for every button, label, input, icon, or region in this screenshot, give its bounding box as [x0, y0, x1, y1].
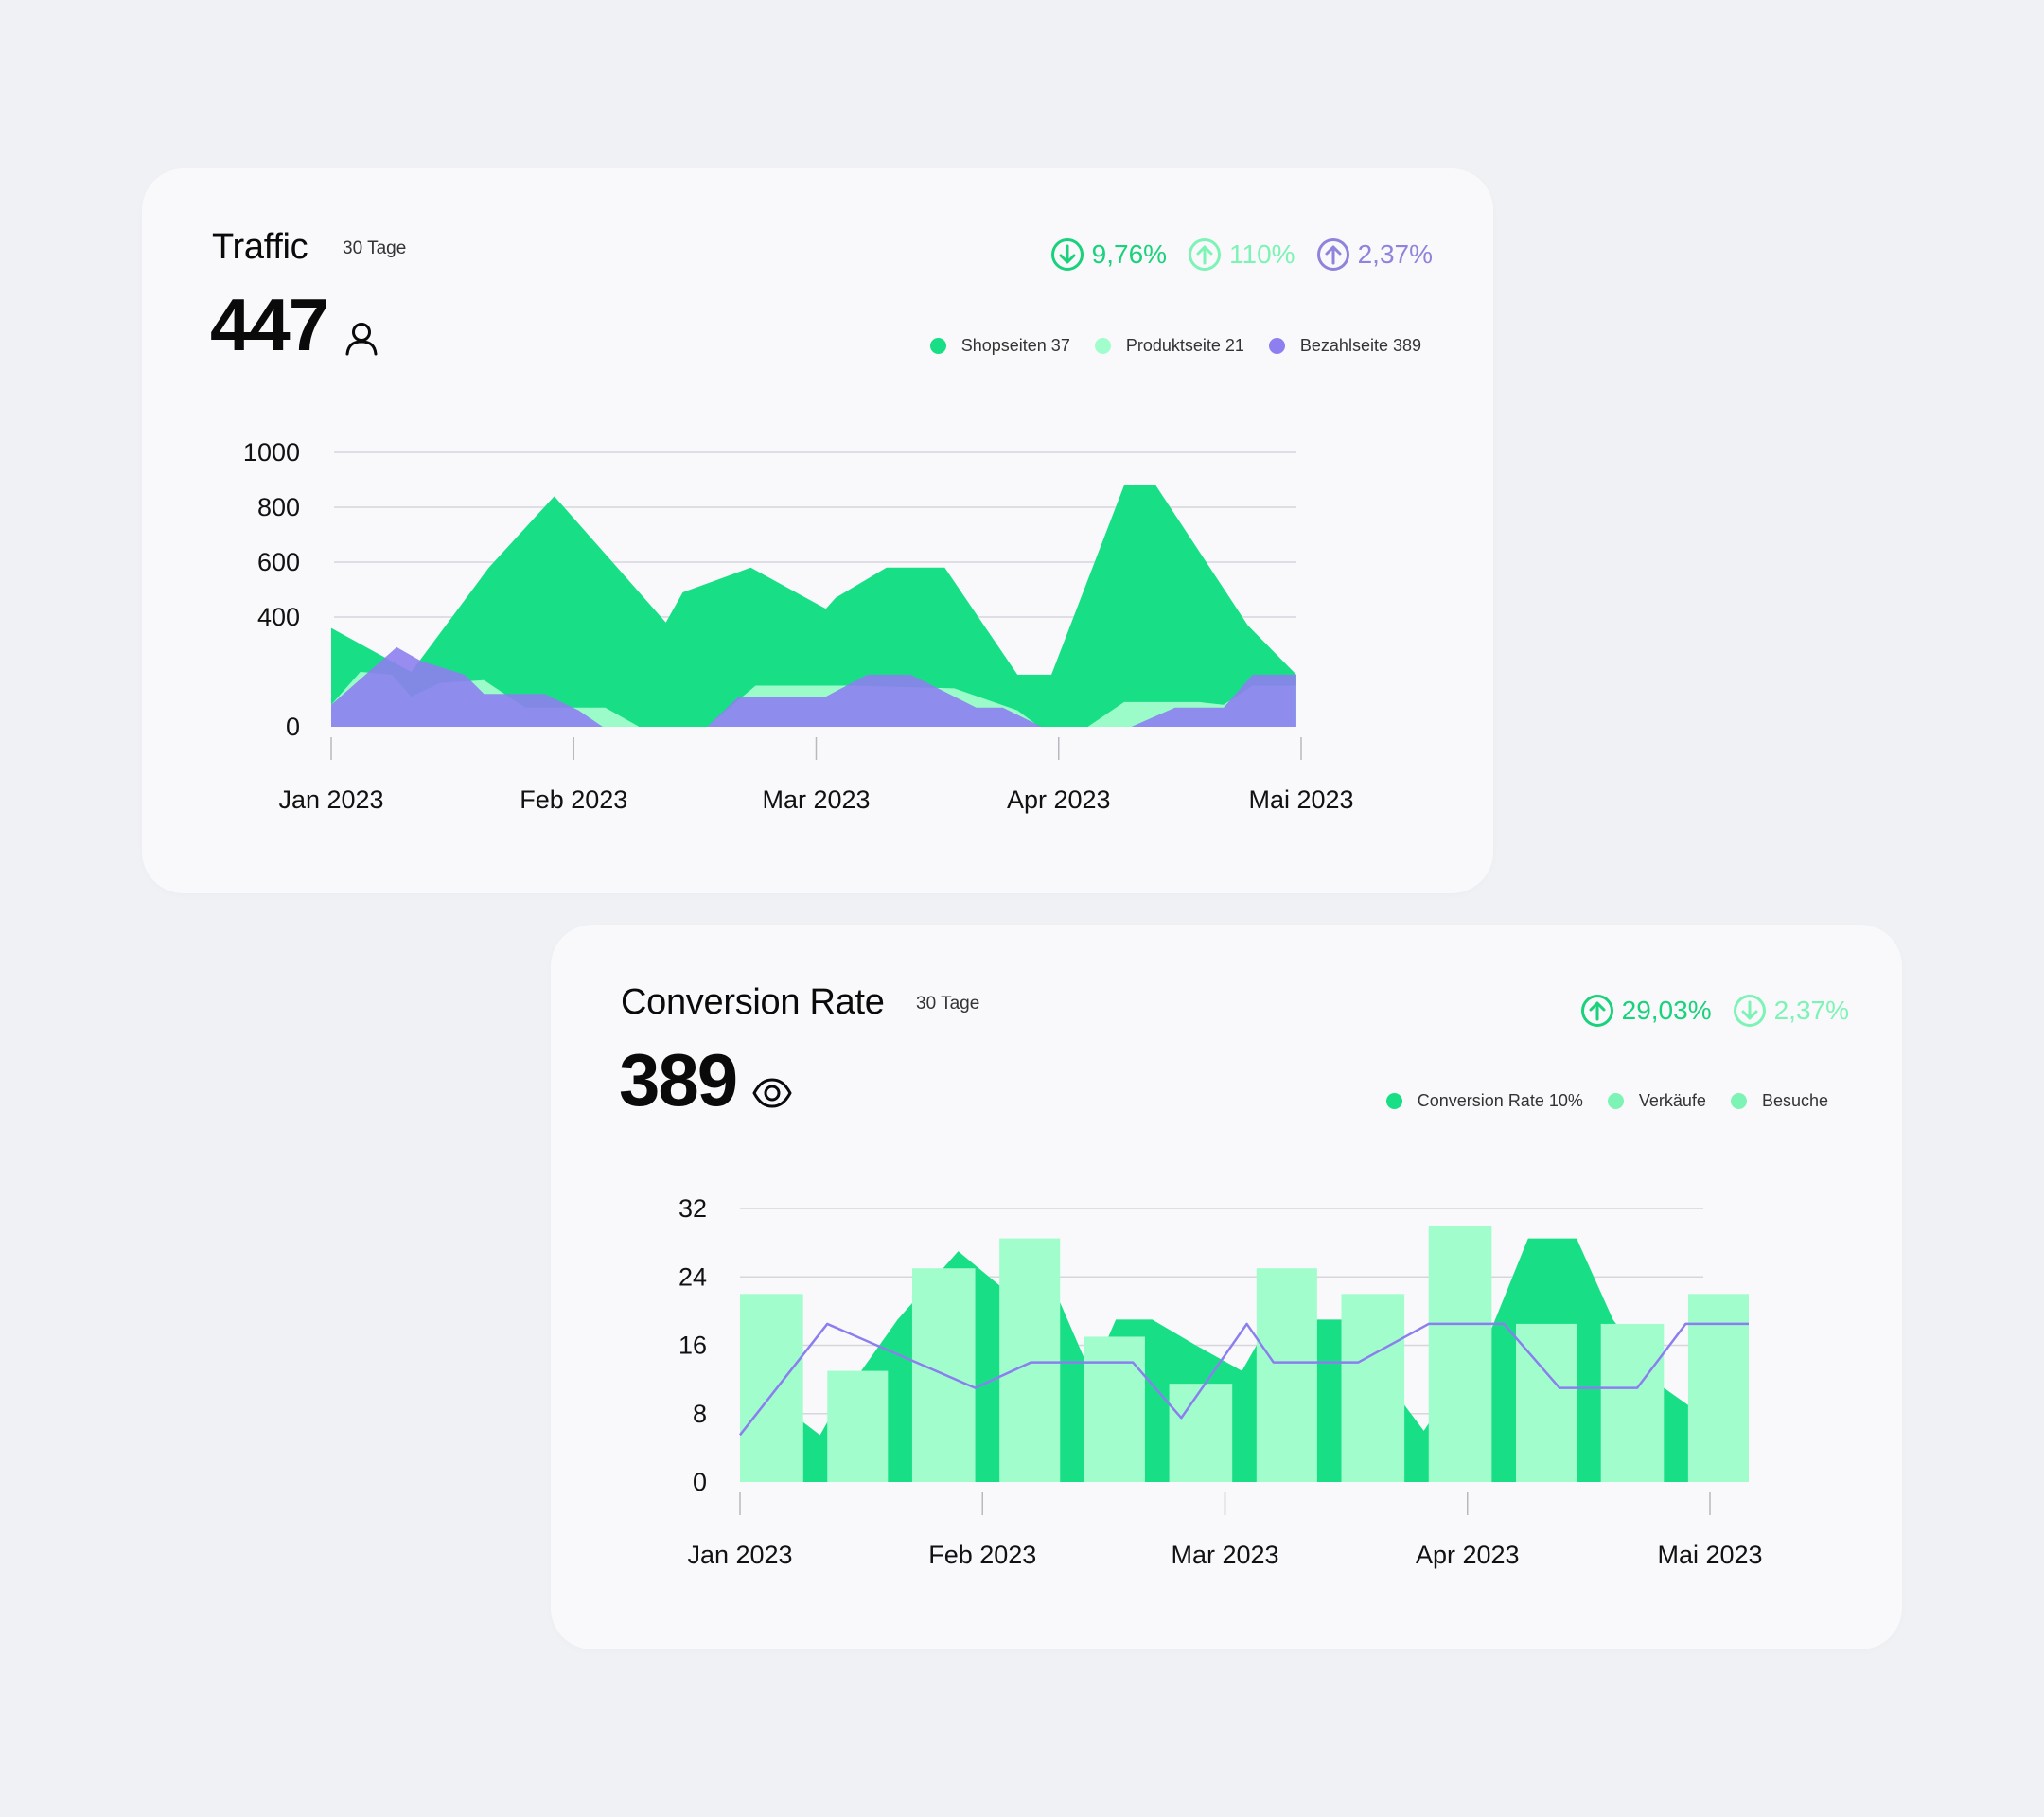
area-series-1 — [331, 485, 1296, 727]
x-tick-label: Mai 2023 — [1657, 1541, 1762, 1569]
traffic-title: Traffic — [212, 227, 308, 267]
x-tick-label: Mar 2023 — [762, 785, 870, 814]
arrow-down-circle-icon — [1733, 995, 1766, 1027]
y-tick-label: 32 — [678, 1194, 707, 1223]
trend-line — [739, 1322, 1749, 1437]
x-tick-label: Apr 2023 — [1007, 785, 1111, 814]
y-tick-label: 0 — [693, 1468, 707, 1496]
conversion-value: 389 — [619, 1038, 738, 1121]
bar — [827, 1370, 889, 1482]
legend-label: Bezahlseite 389 — [1299, 336, 1421, 355]
kpi-item: 2,37% — [1733, 994, 1849, 1028]
legend-dot — [929, 338, 946, 354]
legend-item: Conversion Rate 10% — [1385, 1091, 1583, 1111]
legend-label: Besuche — [1761, 1091, 1828, 1110]
y-tick-label: 400 — [257, 603, 300, 631]
y-tick-label: 8 — [693, 1400, 707, 1428]
user-icon — [345, 323, 378, 356]
bar — [1341, 1294, 1405, 1482]
legend-label: Verkäufe — [1638, 1091, 1706, 1110]
traffic-kpis: 9,76% 110% 2,37% — [1050, 238, 1433, 272]
bar — [1687, 1294, 1749, 1482]
arrow-down-circle-icon — [1050, 238, 1084, 271]
legend-item: Produktseite 21 — [1094, 336, 1244, 356]
x-tick-label: Apr 2023 — [1416, 1541, 1520, 1569]
legend-item: Besuche — [1730, 1091, 1828, 1111]
legend-label: Produktseite 21 — [1125, 336, 1244, 355]
arrow-up-circle-icon — [1316, 238, 1349, 271]
traffic-legend: Shopseiten 37 Produktseite 21 Bezahlseit… — [929, 336, 1421, 356]
arrow-up-circle-icon — [1580, 995, 1613, 1027]
y-tick-label: 1000 — [243, 438, 300, 467]
legend-dot — [1094, 338, 1111, 354]
x-tick-label: Mar 2023 — [1171, 1541, 1278, 1569]
x-tick-label: Mai 2023 — [1248, 785, 1353, 814]
legend-dot — [1268, 338, 1285, 354]
bar — [999, 1238, 1061, 1482]
kpi-value: 2,37% — [1773, 996, 1849, 1025]
kpi-item: 2,37% — [1316, 238, 1433, 272]
traffic-period: 30 Tage — [343, 238, 407, 258]
bar — [740, 1294, 803, 1482]
conversion-period: 30 Tage — [916, 994, 980, 1014]
legend-item: Shopseiten 37 — [929, 336, 1070, 356]
x-tick-label: Feb 2023 — [520, 785, 627, 814]
y-tick-label: 800 — [257, 493, 300, 521]
y-tick-label: 600 — [257, 548, 300, 576]
legend-dot — [1607, 1093, 1624, 1109]
arrow-up-circle-icon — [1189, 238, 1222, 271]
legend-dot — [1730, 1093, 1747, 1109]
kpi-value: 110% — [1229, 239, 1295, 269]
conversion-kpis: 29,03% 2,37% — [1580, 994, 1849, 1028]
x-tick-label: Jan 2023 — [278, 785, 383, 814]
y-tick-label: 24 — [678, 1262, 707, 1291]
x-tick-label: Jan 2023 — [687, 1541, 792, 1569]
bar — [1256, 1268, 1317, 1482]
kpi-item: 110% — [1188, 238, 1295, 272]
bar — [1600, 1323, 1665, 1482]
bar — [1169, 1384, 1233, 1482]
legend-item: Verkäufe — [1607, 1091, 1706, 1111]
conversion-card: Conversion Rate 30 Tage 389 29,03% 2,37%… — [551, 925, 1902, 1649]
y-tick-label: 16 — [678, 1332, 707, 1360]
legend-label: Shopseiten 37 — [960, 336, 1070, 355]
bar — [1428, 1226, 1492, 1482]
legend-dot — [1385, 1093, 1402, 1109]
conversion-legend: Conversion Rate 10% Verkäufe Besuche — [1385, 1091, 1828, 1111]
traffic-value: 447 — [210, 283, 329, 366]
kpi-item: 29,03% — [1580, 994, 1712, 1028]
x-tick-label: Feb 2023 — [928, 1541, 1036, 1569]
kpi-value: 2,37% — [1357, 239, 1433, 269]
legend-item: Bezahlseite 389 — [1268, 336, 1421, 356]
eye-icon — [752, 1078, 792, 1108]
kpi-item: 9,76% — [1050, 238, 1167, 272]
legend-label: Conversion Rate 10% — [1417, 1091, 1583, 1110]
area-series-3 — [331, 646, 1296, 727]
conversion-chart: 0 8 16 24 32 Jan 2023 Feb 2023 Mar 2023 Apr 2023… — [678, 1194, 1763, 1569]
conversion-title: Conversion Rate — [621, 982, 885, 1022]
kpi-value: 29,03% — [1621, 996, 1712, 1025]
kpi-value: 9,76% — [1091, 239, 1168, 269]
bar — [1084, 1336, 1145, 1482]
traffic-chart: 0 400 600 800 1000 Jan 2023 Feb 2023 Mar 2023 Ap… — [243, 438, 1354, 814]
traffic-card: Traffic 30 Tage 447 9,76% 110% 2,37% Sho… — [142, 168, 1493, 893]
y-tick-label: 0 — [286, 713, 300, 741]
